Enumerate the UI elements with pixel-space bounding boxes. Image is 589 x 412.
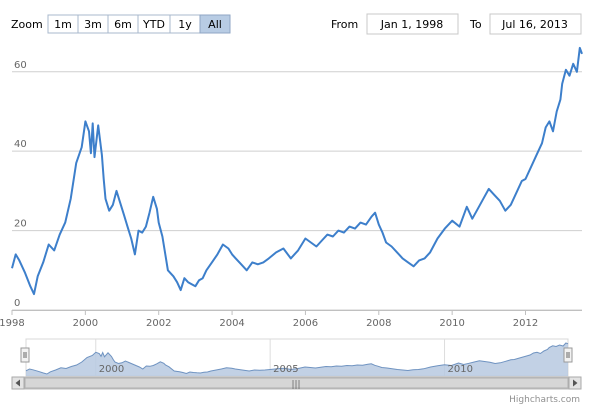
from-date-input[interactable]: Jan 1, 1998 <box>366 13 459 35</box>
zoom-button-1y-label: 1y <box>178 18 192 31</box>
navigator-tick-labels: 2000 2005 2010 <box>99 364 473 375</box>
zoom-button-all-label: All <box>208 18 222 31</box>
navigator-area <box>26 343 568 376</box>
credits-link[interactable]: Highcharts.com <box>509 395 580 405</box>
scrollbar[interactable]: ||| <box>11 376 582 390</box>
x-tick-label: 2008 <box>366 318 391 329</box>
zoom-buttons: 1m 3m 6m YTD 1y All <box>47 14 231 34</box>
navigator-tick-label: 2005 <box>273 364 298 375</box>
navigator-tick-label: 2010 <box>448 364 473 375</box>
x-tick-label: 1998 <box>0 318 25 329</box>
navigator-handle-left[interactable] <box>20 347 30 363</box>
arrow-right-icon <box>573 379 578 387</box>
x-tick-label: 2010 <box>439 318 464 329</box>
x-axis-ticks: 1998 2000 2002 2004 2006 2008 2010 2012 <box>0 310 538 329</box>
zoom-button-1m[interactable]: 1m <box>47 14 79 34</box>
zoom-button-3m[interactable]: 3m <box>77 14 109 34</box>
y-tick-label: 20 <box>14 219 27 230</box>
y-tick-label: 60 <box>14 60 27 71</box>
y-tick-label: 0 <box>14 298 20 309</box>
zoom-label: Zoom <box>11 18 43 31</box>
x-tick-label: 2002 <box>146 318 171 329</box>
navigator-handle-right[interactable] <box>563 347 573 363</box>
x-tick-label: 2012 <box>513 318 538 329</box>
y-axis-tick-labels: 0 20 40 60 <box>14 60 27 309</box>
zoom-button-ytd-label: YTD <box>142 18 165 31</box>
navigator-line <box>25 342 569 375</box>
scrollbar-thumb[interactable] <box>24 377 569 389</box>
price-line <box>11 46 583 296</box>
zoom-button-3m-label: 3m <box>84 18 102 31</box>
zoom-button-1m-label: 1m <box>54 18 72 31</box>
zoom-button-6m-label: 6m <box>114 18 132 31</box>
x-tick-label: 2000 <box>73 318 98 329</box>
zoom-button-ytd[interactable]: YTD <box>137 14 171 34</box>
to-label: To <box>469 18 482 31</box>
scrollbar-grip-icon: ||| <box>291 380 300 390</box>
to-date-input[interactable]: Jul 16, 2013 <box>489 13 582 35</box>
price-series <box>11 46 583 296</box>
zoom-button-1y[interactable]: 1y <box>169 14 201 34</box>
y-tick-label: 40 <box>14 139 27 150</box>
zoom-button-all[interactable]: All <box>199 14 231 34</box>
scrollbar-left-arrow[interactable] <box>11 376 25 390</box>
x-tick-label: 2004 <box>219 318 244 329</box>
arrow-left-icon <box>15 379 20 387</box>
navigator[interactable]: 2000 2005 2010 <box>20 338 573 377</box>
zoom-button-6m[interactable]: 6m <box>107 14 139 34</box>
from-label: From <box>331 18 358 31</box>
navigator-series <box>25 342 569 376</box>
grid-lines <box>12 71 582 311</box>
x-tick-label: 2006 <box>293 318 318 329</box>
from-date-value: Jan 1, 1998 <box>380 18 443 31</box>
scrollbar-right-arrow[interactable] <box>568 376 582 390</box>
to-date-value: Jul 16, 2013 <box>501 18 568 31</box>
navigator-tick-label: 2000 <box>99 364 124 375</box>
